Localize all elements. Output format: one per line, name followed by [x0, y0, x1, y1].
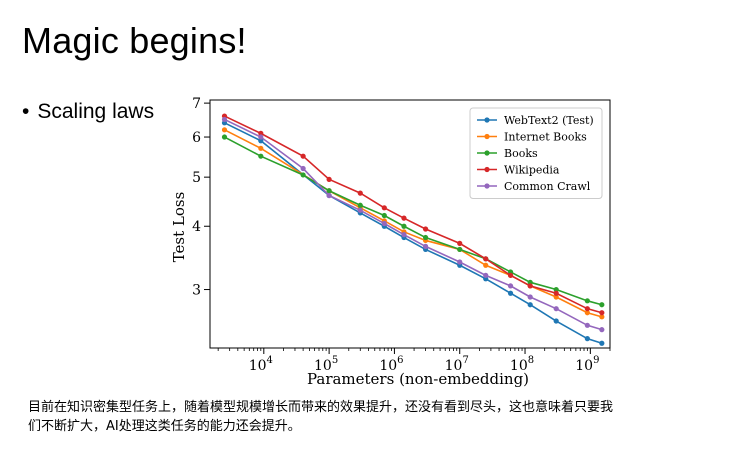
- data-point: [258, 138, 264, 144]
- legend-marker: [484, 117, 490, 123]
- data-point: [553, 306, 559, 312]
- data-point: [357, 190, 363, 196]
- data-point: [300, 172, 306, 178]
- data-point: [326, 192, 332, 199]
- y-axis-label: Test Loss: [170, 192, 188, 263]
- x-axis-label: Parameters (non-embedding): [307, 370, 529, 388]
- y-tick-label: 3: [192, 283, 201, 299]
- legend-marker: [484, 166, 490, 173]
- legend-label: Books: [504, 147, 538, 160]
- data-point: [527, 279, 533, 285]
- legend-marker: [484, 133, 490, 140]
- data-point: [584, 298, 590, 304]
- data-point: [553, 286, 559, 293]
- y-tick-label: 7: [192, 96, 201, 112]
- data-point: [422, 243, 429, 249]
- data-point: [584, 336, 590, 342]
- data-point: [326, 176, 332, 182]
- data-point: [258, 153, 264, 159]
- data-point: [527, 302, 533, 308]
- x-tick-label: 109: [575, 355, 599, 374]
- legend-marker: [484, 183, 490, 189]
- data-point: [599, 340, 605, 346]
- data-point: [584, 322, 590, 328]
- data-point: [457, 246, 463, 253]
- y-tick-label: 5: [192, 170, 201, 186]
- data-point: [457, 240, 463, 246]
- data-point: [599, 310, 605, 316]
- data-point: [599, 302, 605, 308]
- data-point: [221, 134, 228, 140]
- legend-marker: [484, 150, 490, 156]
- data-point: [401, 232, 407, 238]
- data-point: [553, 290, 559, 296]
- data-point: [584, 310, 590, 316]
- data-point: [357, 202, 363, 208]
- legend-label: Internet Books: [504, 131, 587, 144]
- bullet-dot-icon: •: [22, 100, 30, 123]
- data-point: [599, 314, 605, 320]
- data-point: [300, 153, 306, 159]
- data-point: [599, 327, 605, 333]
- data-point: [300, 165, 306, 172]
- data-point: [422, 234, 429, 241]
- legend-label: Common Crawl: [504, 180, 591, 193]
- data-point: [457, 259, 463, 265]
- data-point: [507, 290, 514, 296]
- caption-line-2: 们不断扩大，AI处理这类任务的能力还会提升。: [28, 419, 301, 434]
- y-tick-label: 6: [192, 130, 201, 146]
- data-point: [381, 212, 387, 219]
- slide-title: Magic begins!: [22, 20, 247, 61]
- data-point: [381, 205, 387, 211]
- data-point: [221, 116, 228, 123]
- data-point: [381, 220, 387, 227]
- data-point: [553, 318, 559, 324]
- data-point: [258, 134, 264, 140]
- legend-box: [469, 107, 603, 199]
- plot-area-frame: [209, 99, 611, 349]
- y-tick-label: 4: [192, 219, 201, 235]
- data-point: [357, 207, 363, 213]
- legend-label: WebText2 (Test): [504, 114, 594, 127]
- bullet-text: Scaling laws: [37, 100, 155, 123]
- data-point: [527, 283, 533, 289]
- data-point: [584, 306, 590, 312]
- data-point: [553, 294, 559, 300]
- data-point: [483, 256, 489, 262]
- bullet-point: • Scaling laws: [22, 100, 154, 124]
- legend-label: Wikipedia: [504, 164, 560, 177]
- data-point: [483, 262, 489, 268]
- data-point: [422, 226, 429, 232]
- data-point: [483, 272, 489, 278]
- data-point: [401, 215, 407, 221]
- data-point: [507, 283, 514, 289]
- x-tick-label: 104: [249, 355, 273, 374]
- data-point: [401, 223, 407, 229]
- caption: 目前在知识密集型任务上，随着模型规模增长而带来的效果提升，还没有看到尽头，这也意…: [28, 398, 728, 436]
- data-point: [258, 145, 264, 151]
- data-point: [221, 127, 228, 133]
- data-point: [527, 294, 533, 300]
- caption-line-1: 目前在知识密集型任务上，随着模型规模增长而带来的效果提升，还没有看到尽头，这也意…: [28, 400, 614, 415]
- data-point: [326, 188, 332, 194]
- data-point: [258, 130, 264, 136]
- data-point: [507, 272, 514, 278]
- scaling-laws-chart: 104 105 106 107 108 109 3 4 5 6 7 WebText2 (Test) I…: [168, 92, 620, 392]
